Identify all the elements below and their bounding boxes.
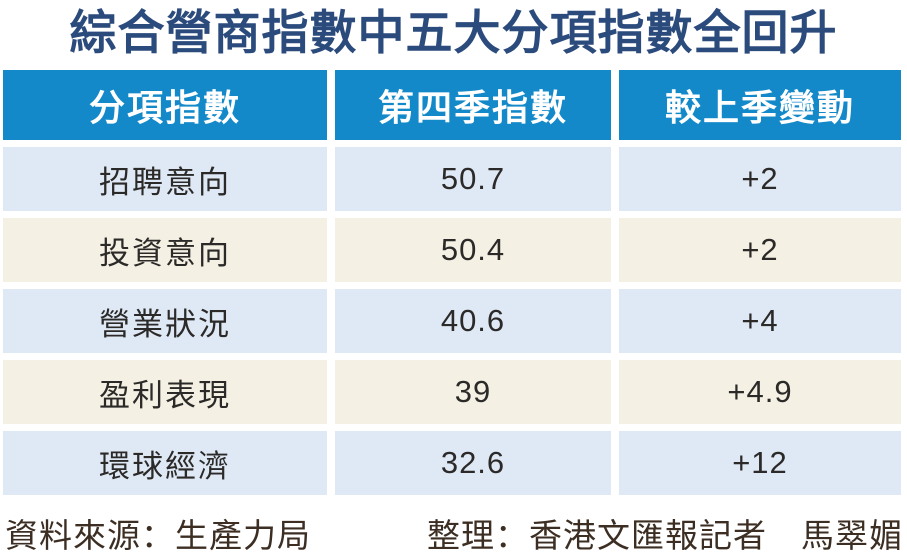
table-row-change-value: +2	[619, 218, 901, 282]
table-row-label: 投資意向	[3, 218, 327, 282]
footer: 資料來源：生產力局 整理：香港文匯報記者 馬翠媚	[5, 509, 903, 557]
table-row-label: 招聘意向	[3, 147, 327, 211]
table-row-label: 環球經濟	[3, 431, 327, 495]
table-row-q4-value: 50.4	[335, 218, 611, 282]
table-row-label: 盈利表現	[3, 360, 327, 424]
table-row-change-value: +4.9	[619, 360, 901, 424]
index-table: 分項指數 第四季指數 較上季變動 招聘意向 50.7 +2 投資意向 50.4 …	[3, 70, 905, 495]
table-row-q4-value: 39	[335, 360, 611, 424]
table-row-q4-value: 40.6	[335, 289, 611, 353]
table-row-change-value: +4	[619, 289, 901, 353]
column-header-subindex: 分項指數	[3, 70, 327, 140]
table-row-q4-value: 32.6	[335, 431, 611, 495]
table-row-change-value: +2	[619, 147, 901, 211]
credit-note: 整理：香港文匯報記者 馬翠媚	[427, 516, 903, 555]
table-row-label: 營業狀況	[3, 289, 327, 353]
table-row-change-value: +12	[619, 431, 901, 495]
column-header-change: 較上季變動	[619, 70, 901, 140]
table-row-q4-value: 50.7	[335, 147, 611, 211]
page-title: 綜合營商指數中五大分項指數全回升	[69, 6, 838, 59]
source-note: 資料來源：生產力局	[5, 516, 311, 555]
column-header-q4-index: 第四季指數	[335, 70, 611, 140]
